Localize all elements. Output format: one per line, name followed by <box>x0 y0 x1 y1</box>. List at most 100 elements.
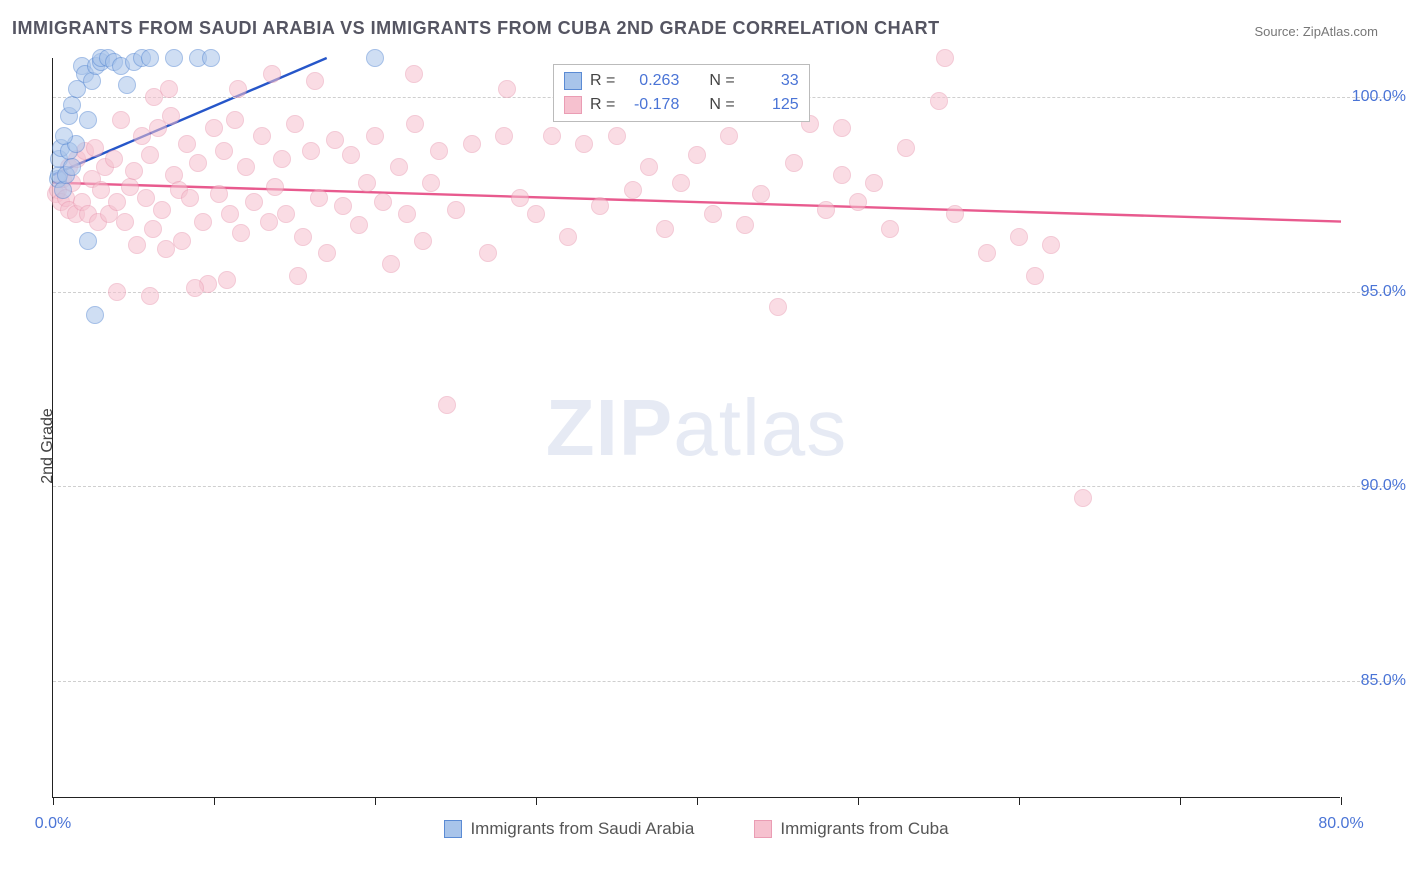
x-tick <box>697 797 698 805</box>
scatter-point <box>181 189 199 207</box>
scatter-point <box>688 146 706 164</box>
scatter-point <box>165 49 183 67</box>
scatter-point <box>463 135 481 153</box>
stat-r-label: R = <box>590 93 615 117</box>
watermark: ZIPatlas <box>546 382 847 474</box>
scatter-point <box>63 96 81 114</box>
scatter-point <box>266 178 284 196</box>
scatter-point <box>116 213 134 231</box>
scatter-point <box>405 65 423 83</box>
legend-item: Immigrants from Saudi Arabia <box>444 819 694 839</box>
series-swatch <box>564 72 582 90</box>
y-tick-label: 85.0% <box>1346 672 1406 690</box>
scatter-point <box>978 244 996 262</box>
scatter-point <box>105 150 123 168</box>
scatter-point <box>543 127 561 145</box>
stat-r-value: 0.263 <box>623 69 679 93</box>
scatter-point <box>1026 267 1044 285</box>
scatter-point <box>608 127 626 145</box>
scatter-point <box>326 131 344 149</box>
scatter-point <box>79 232 97 250</box>
chart-title: IMMIGRANTS FROM SAUDI ARABIA VS IMMIGRAN… <box>12 18 940 39</box>
scatter-point <box>640 158 658 176</box>
x-tick <box>375 797 376 805</box>
scatter-point <box>141 49 159 67</box>
scatter-point <box>202 49 220 67</box>
scatter-point <box>374 193 392 211</box>
watermark-light: atlas <box>673 383 847 472</box>
scatter-point <box>406 115 424 133</box>
scatter-point <box>833 166 851 184</box>
scatter-point <box>382 255 400 273</box>
y-tick-label: 95.0% <box>1346 283 1406 301</box>
scatter-point <box>656 220 674 238</box>
scatter-point <box>160 80 178 98</box>
scatter-point <box>277 205 295 223</box>
stats-row: R = -0.178 N = 125 <box>564 93 799 117</box>
scatter-point <box>785 154 803 172</box>
stat-n-value: 125 <box>743 93 799 117</box>
scatter-point <box>189 154 207 172</box>
x-tick <box>214 797 215 805</box>
scatter-point <box>769 298 787 316</box>
scatter-point <box>137 189 155 207</box>
scatter-point <box>897 139 915 157</box>
scatter-point <box>575 135 593 153</box>
stat-r-label: R = <box>590 69 615 93</box>
scatter-point <box>720 127 738 145</box>
scatter-point <box>260 213 278 231</box>
scatter-point <box>398 205 416 223</box>
series-swatch <box>564 96 582 114</box>
legend-swatch <box>444 820 462 838</box>
scatter-point <box>63 158 81 176</box>
scatter-point <box>162 107 180 125</box>
scatter-point <box>447 201 465 219</box>
scatter-point <box>125 162 143 180</box>
x-tick <box>858 797 859 805</box>
scatter-point <box>178 135 196 153</box>
y-tick-label: 100.0% <box>1346 88 1406 106</box>
scatter-point <box>390 158 408 176</box>
scatter-point <box>141 146 159 164</box>
scatter-point <box>86 139 104 157</box>
x-tick <box>1180 797 1181 805</box>
scatter-point <box>479 244 497 262</box>
scatter-point <box>92 181 110 199</box>
gridline-h <box>53 486 1400 487</box>
scatter-point <box>358 174 376 192</box>
scatter-point <box>936 49 954 67</box>
scatter-point <box>430 142 448 160</box>
scatter-point <box>752 185 770 203</box>
scatter-point <box>946 205 964 223</box>
stat-n-label: N = <box>709 69 734 93</box>
scatter-point <box>422 174 440 192</box>
scatter-point <box>930 92 948 110</box>
scatter-point <box>173 232 191 250</box>
scatter-point <box>121 178 139 196</box>
scatter-point <box>55 127 73 145</box>
scatter-point <box>310 189 328 207</box>
scatter-point <box>118 76 136 94</box>
scatter-point <box>302 142 320 160</box>
scatter-point <box>108 283 126 301</box>
scatter-point <box>414 232 432 250</box>
scatter-point <box>342 146 360 164</box>
scatter-point <box>237 158 255 176</box>
stat-n-label: N = <box>709 93 734 117</box>
scatter-point <box>438 396 456 414</box>
scatter-point <box>511 189 529 207</box>
scatter-point <box>229 80 247 98</box>
scatter-point <box>1042 236 1060 254</box>
scatter-point <box>591 197 609 215</box>
legend-swatch <box>754 820 772 838</box>
plot-area: ZIPatlas 85.0%90.0%95.0%100.0%0.0%80.0%R… <box>52 58 1340 798</box>
scatter-point <box>559 228 577 246</box>
legend-label: Immigrants from Saudi Arabia <box>470 819 694 839</box>
scatter-point <box>108 193 126 211</box>
stat-r-value: -0.178 <box>623 93 679 117</box>
x-tick <box>53 797 54 805</box>
scatter-point <box>289 267 307 285</box>
source-link[interactable]: ZipAtlas.com <box>1303 24 1378 39</box>
x-tick <box>1019 797 1020 805</box>
scatter-point <box>624 181 642 199</box>
